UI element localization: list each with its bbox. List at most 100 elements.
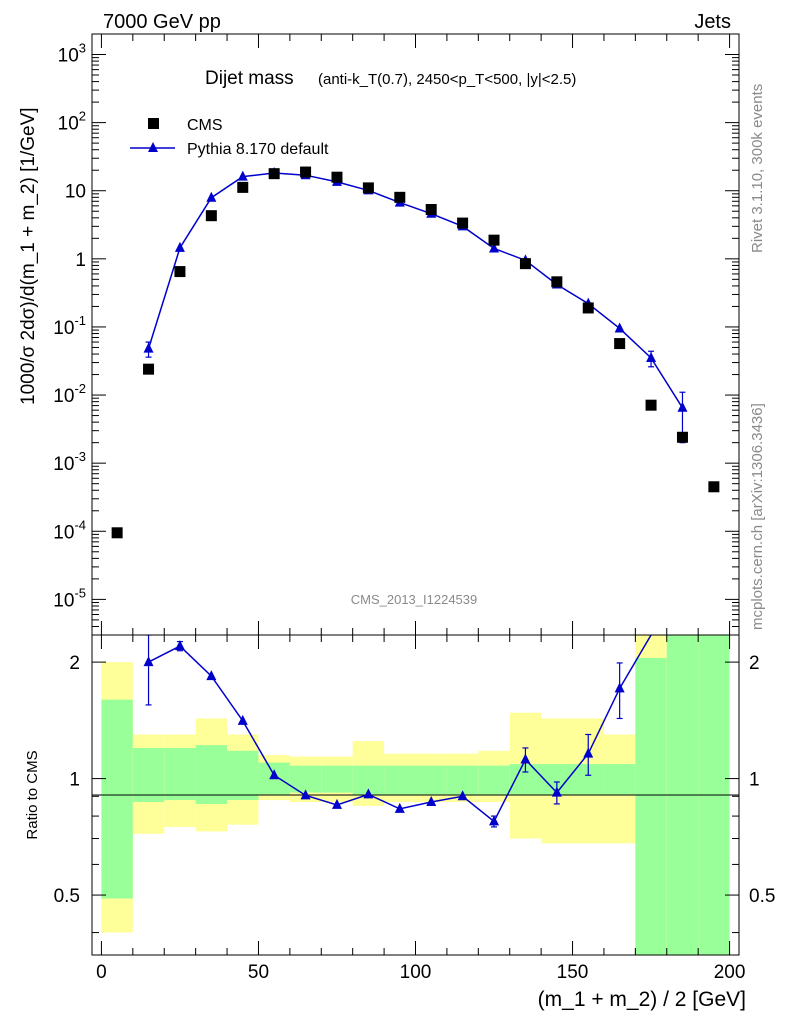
ratio-point bbox=[489, 815, 500, 826]
cms-point bbox=[614, 338, 626, 350]
ratio-axis-ticks: 0.5 0.5 1 1 2 2 0 50 100 150 200 bbox=[54, 635, 775, 983]
legend-cms-label: CMS bbox=[187, 117, 223, 134]
main-y-tick-label-exponent: 2 bbox=[79, 109, 86, 124]
rivet-label: Rivet 3.1.10, 300k events bbox=[749, 84, 766, 253]
main-y-tick-label: 10-1 bbox=[53, 313, 86, 339]
ratio-green-band bbox=[603, 764, 636, 795]
process-label: Jets bbox=[694, 11, 731, 33]
ratio-green-band bbox=[321, 765, 353, 793]
cms-point bbox=[331, 171, 343, 183]
ratio-bands bbox=[101, 635, 730, 955]
x-tick-label: 50 bbox=[248, 962, 269, 983]
main-y-tick-label: 1 bbox=[75, 250, 86, 271]
pythia-point bbox=[143, 342, 154, 353]
main-axis-ticks: 10-5 10-4 10-3 10-2 10-1 1 10 102 103 bbox=[53, 33, 739, 636]
main-y-tick-label-exponent: 3 bbox=[79, 41, 86, 56]
ratio-series-clipped bbox=[143, 635, 652, 828]
mcplots-label: mcplots.cern.ch [arXiv:1306.3436] bbox=[749, 403, 766, 630]
cms-point bbox=[111, 527, 123, 539]
legend: CMS Pythia 8.170 default bbox=[130, 117, 329, 158]
ratio-point bbox=[520, 753, 531, 764]
ratio-green-band bbox=[195, 745, 228, 804]
cms-point bbox=[457, 217, 469, 229]
ratio-point bbox=[237, 714, 248, 725]
ratio-point bbox=[206, 670, 217, 681]
ratio-green-band bbox=[132, 747, 165, 802]
pythia-line bbox=[147, 172, 684, 409]
pythia-point bbox=[237, 170, 248, 181]
x-axis-label: (m_1 + m_2) / 2 [GeV] bbox=[538, 988, 746, 1011]
ratio-point bbox=[269, 769, 280, 780]
x-tick-label: 0 bbox=[96, 962, 107, 983]
pythia-point bbox=[677, 401, 688, 412]
x-tick-label: 200 bbox=[714, 962, 746, 983]
cms-point bbox=[582, 302, 594, 314]
ratio-point bbox=[426, 795, 437, 806]
ratio-y-tick-label: 2 bbox=[69, 653, 80, 674]
cms-point bbox=[488, 234, 500, 246]
main-y-tick-label: 10-5 bbox=[53, 585, 86, 611]
ratio-y-tick-label-right: 1 bbox=[749, 770, 760, 791]
energy-label: 7000 GeV pp bbox=[103, 11, 221, 33]
cms-point bbox=[300, 166, 312, 178]
analysis-label: CMS_2013_I1224539 bbox=[351, 592, 478, 607]
main-title: Dijet mass bbox=[205, 68, 294, 89]
cms-point bbox=[143, 363, 155, 375]
ratio-y-axis-label: Ratio to CMS bbox=[24, 750, 41, 839]
main-y-tick-label: 10 bbox=[65, 182, 86, 203]
ratio-point bbox=[394, 802, 405, 813]
main-y-tick-label-exponent: -2 bbox=[74, 381, 86, 396]
x-tick-label: 100 bbox=[400, 962, 432, 983]
ratio-panel: 0.5 0.5 1 1 2 2 0 50 100 150 200 Ratio to CMS (m_1… bbox=[24, 634, 775, 1011]
ratio-green-band bbox=[227, 750, 259, 801]
cms-point bbox=[519, 258, 531, 270]
ratio-point bbox=[143, 656, 154, 667]
ratio-panel-frame bbox=[91, 634, 740, 956]
ratio-point bbox=[331, 798, 342, 809]
ratio-y-tick-label: 1 bbox=[69, 770, 80, 791]
pythia-point bbox=[489, 242, 500, 253]
cms-point bbox=[425, 204, 437, 216]
ratio-green-band bbox=[635, 657, 667, 955]
main-y-tick-label-exponent: -5 bbox=[74, 585, 86, 600]
ratio-green-band bbox=[446, 765, 479, 795]
pythia-point bbox=[174, 241, 185, 252]
legend-cms-marker bbox=[148, 118, 159, 129]
ratio-green-band bbox=[384, 765, 416, 795]
x-tick-label: 150 bbox=[557, 962, 589, 983]
main-y-tick-label: 10-4 bbox=[53, 517, 86, 543]
ratio-y-tick-label: 0.5 bbox=[54, 886, 80, 907]
ratio-point bbox=[583, 747, 594, 758]
main-y-tick-label: 103 bbox=[58, 41, 86, 67]
main-subtitle: (anti-k_T(0.7), 2450<p_T<500, |y|<2.5) bbox=[318, 71, 576, 88]
cms-point bbox=[205, 210, 217, 222]
main-y-tick-label: 10-2 bbox=[53, 381, 86, 407]
main-series bbox=[111, 166, 720, 539]
ratio-point bbox=[300, 789, 311, 800]
main-y-tick-label-exponent: -3 bbox=[74, 449, 86, 464]
main-y-tick-label-exponent: -1 bbox=[74, 313, 86, 328]
main-y-tick-label: 102 bbox=[58, 109, 86, 135]
ratio-point bbox=[551, 786, 562, 797]
legend-pythia-label: Pythia 8.170 default bbox=[187, 141, 329, 158]
ratio-point bbox=[174, 640, 185, 651]
main-panel: 10-5 10-4 10-3 10-2 10-1 1 10 102 103 Dijet mass… bbox=[18, 33, 740, 636]
ratio-point bbox=[363, 788, 374, 799]
cms-point bbox=[237, 181, 249, 193]
main-y-axis-label: 1000/σ 2dσ)/d(m_1 + m_2) [1/GeV] bbox=[18, 107, 39, 405]
pythia-point bbox=[614, 322, 625, 333]
cms-point bbox=[268, 168, 280, 180]
ratio-green-band bbox=[415, 765, 447, 795]
ratio-green-band bbox=[478, 765, 510, 795]
pythia-point bbox=[206, 191, 217, 202]
ratio-point bbox=[614, 682, 625, 693]
ratio-y-tick-label-right: 2 bbox=[749, 653, 760, 674]
main-y-tick-label: 10-3 bbox=[53, 449, 86, 475]
legend-pythia-marker bbox=[148, 142, 158, 152]
cms-point bbox=[174, 266, 186, 278]
ratio-point bbox=[457, 790, 468, 801]
ratio-series bbox=[143, 635, 652, 828]
main-y-tick-label-exponent: -4 bbox=[74, 517, 86, 532]
cms-point bbox=[708, 481, 720, 493]
